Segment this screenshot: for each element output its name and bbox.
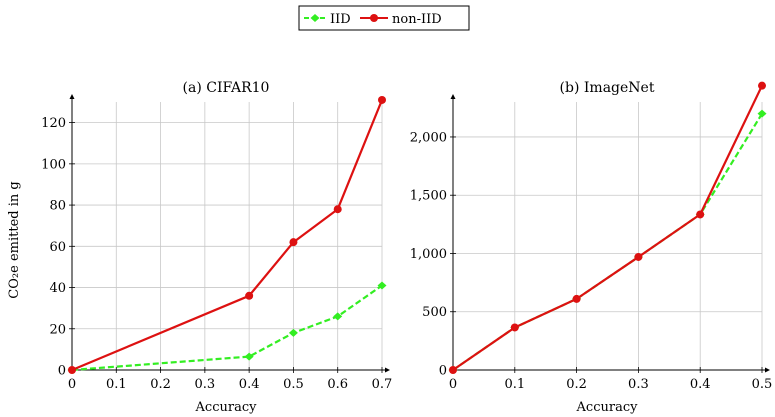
chart-b-series-non-iid-line [452,85,763,371]
chart-a-series-non-iid-point [333,205,342,214]
chart-b-axes [450,94,770,373]
chart-a-series-iid-point [288,328,298,337]
chart-b-grid [452,102,763,371]
chart-b-xtick-label: 0.3 [628,377,649,392]
chart-a-title: (a) CIFAR10 [183,80,270,96]
chart-a-ytick-label: 100 [41,157,66,172]
chart-a-ytick-label: 80 [49,199,66,214]
chart-b-series-non-iid-point [634,252,643,261]
chart-a-x-axis-arrow [385,367,390,373]
chart-b-ytick-label: 1,500 [410,189,447,204]
chart-a-series-non-iid-point [68,366,76,374]
chart-a-series-non-iid-point [378,95,386,104]
chart-a-grid [71,102,383,371]
legend-iid-label: IID [330,12,351,27]
chart-a-y-axis-arrow [69,94,75,99]
chart-a-series-iid-point [377,281,387,290]
chart-a-series-non-iid-line [71,99,384,372]
chart-a-series-iid-point [333,312,343,321]
chart-a-series-non-iid-point [245,291,254,300]
chart-b: (b) ImageNet 0 0.1 0.2 0.3 0.4 0.5 0 500 1,000 1… [410,80,773,415]
chart-a-xtick-label: 0.2 [150,377,171,392]
chart-a-xtick-label: 0.3 [195,377,216,392]
chart-a-xtick-label: 0 [68,377,76,392]
chart-b-series-iid-line [452,113,763,371]
chart-a-xlabel: Accuracy [195,400,258,415]
chart-b-ytick-label: 1,000 [410,247,447,262]
chart-a-series-iid-point [244,352,254,361]
chart-a-ytick-label: 0 [58,364,66,379]
chart-b-xtick-label: 0 [449,377,457,392]
chart-b-xtick-label: 0.1 [504,377,525,392]
legend: IID non-IID [298,5,470,31]
chart-b-xtick-label: 0.2 [566,377,587,392]
chart-b-series-non-iid-point [758,81,766,90]
legend-iid-marker [310,14,320,22]
legend-noniid-marker [370,14,378,22]
chart-a-xtick-label: 0.1 [106,377,127,392]
chart-b-series [448,81,767,374]
chart-a-yticks: 0 20 40 60 80 100 120 [41,116,75,379]
chart-b-xlabel: Accuracy [576,400,639,415]
chart-a-ylabel: CO₂e emitted in g [7,181,22,298]
chart-a-xticks: 0 0.1 0.2 0.3 0.4 0.5 0.6 0.7 [68,367,392,392]
chart-a: (a) CIFAR10 0 0.1 0.2 0.3 0.4 0.5 0.6 0.7 0 20 40… [7,80,392,415]
legend-noniid-label: non-IID [392,12,442,27]
chart-a-series [67,95,387,374]
chart-a-series-non-iid-point [289,238,298,247]
chart-b-ytick-label: 2,000 [410,130,447,145]
chart-b-xticks: 0 0.1 0.2 0.3 0.4 0.5 [449,367,772,392]
chart-b-series-iid-point [757,109,767,118]
chart-a-ytick-label: 60 [49,240,66,255]
chart-b-ytick-label: 0 [439,364,447,379]
chart-a-ytick-label: 20 [49,322,66,337]
chart-a-xtick-label: 0.6 [327,377,348,392]
chart-b-series-non-iid-point [572,294,581,303]
chart-b-y-axis-arrow [450,94,456,99]
chart-b-x-axis-arrow [765,367,770,373]
chart-a-axes [69,94,390,373]
chart-b-title: (b) ImageNet [560,80,655,96]
chart-b-ytick-label: 500 [422,305,447,320]
chart-b-xtick-label: 0.5 [752,377,773,392]
chart-a-xtick-label: 0.4 [239,377,260,392]
chart-b-yticks: 0 500 1,000 1,500 2,000 [410,130,456,379]
chart-b-series-non-iid-point [510,323,519,332]
chart-b-series-non-iid-point [449,366,457,374]
chart-b-series-non-iid-point [696,210,705,219]
chart-a-xtick-label: 0.5 [283,377,304,392]
chart-a-series-iid-line [71,284,383,372]
chart-a-ytick-label: 40 [49,281,66,296]
chart-a-ytick-label: 120 [41,116,66,131]
chart-b-xtick-label: 0.4 [690,377,711,392]
chart-a-xtick-label: 0.7 [372,377,393,392]
